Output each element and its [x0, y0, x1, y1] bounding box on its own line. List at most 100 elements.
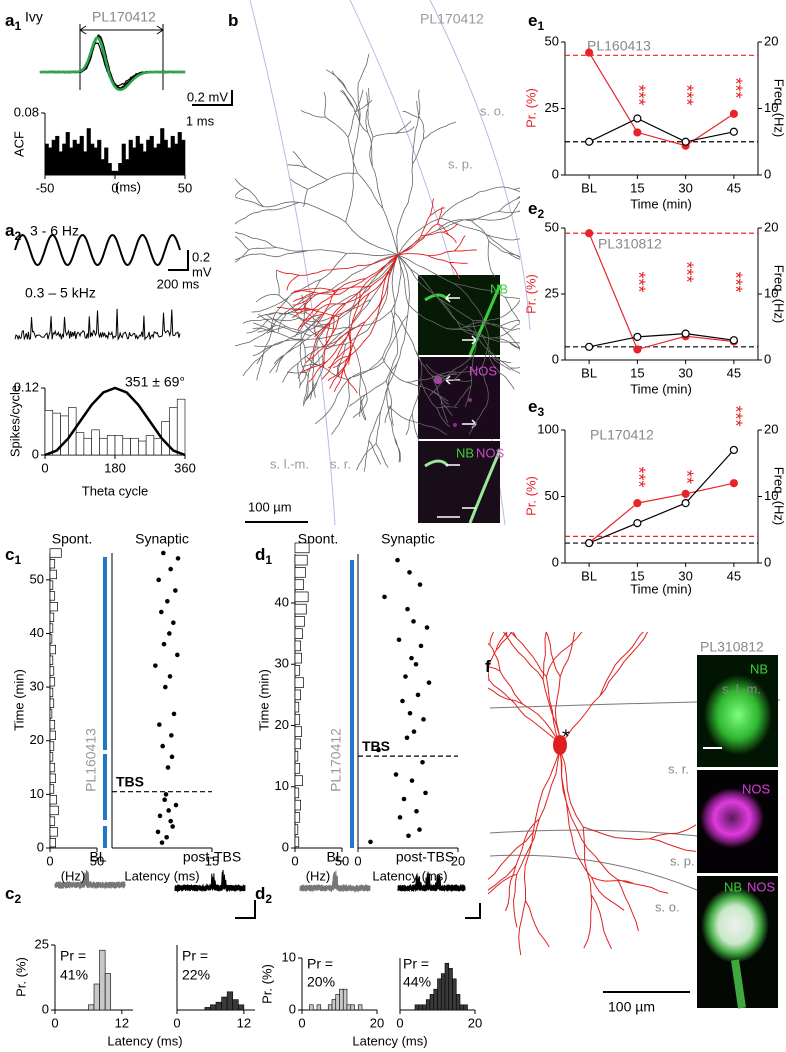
soma — [553, 735, 567, 755]
point — [417, 827, 422, 832]
x-tick-label: 15 — [630, 568, 644, 583]
x-tick-label: 12 — [237, 1015, 251, 1030]
y-tick-label: 30 — [30, 679, 44, 694]
trace — [14, 308, 181, 341]
reference-label: TBS — [362, 738, 390, 754]
y2-tick-label: 0 — [764, 351, 771, 366]
point — [418, 643, 424, 649]
x-tick-label: 15 — [630, 180, 644, 195]
panel-subscript: 1 — [14, 19, 21, 33]
point — [585, 538, 594, 548]
point — [171, 711, 177, 717]
bar — [49, 559, 56, 569]
y-axis-label: ACF — [11, 131, 26, 157]
bar — [49, 591, 56, 601]
scale-bar — [192, 90, 233, 106]
chart-title: BL — [89, 849, 106, 865]
bar — [138, 440, 147, 456]
label-text: s. p. — [670, 853, 695, 868]
series-line — [588, 482, 735, 544]
panel-label: e2 — [528, 199, 544, 221]
label-text: mV — [192, 264, 212, 279]
bar — [174, 143, 179, 176]
label-text: * — [562, 726, 570, 748]
bar — [97, 139, 102, 176]
bar — [294, 616, 305, 627]
chart-title: BL — [326, 849, 343, 865]
bar — [44, 143, 49, 176]
panel-label: d2 — [255, 884, 272, 906]
y2-tick-label: 10 — [764, 100, 778, 115]
bar — [79, 135, 84, 176]
bar — [49, 612, 55, 623]
bar — [149, 135, 154, 176]
point — [404, 735, 410, 741]
label-text: NB — [750, 661, 768, 676]
point — [633, 518, 642, 528]
point — [382, 594, 387, 600]
panel-letter: d — [255, 545, 265, 564]
point — [162, 797, 167, 803]
y-tick-label: 0 — [37, 839, 44, 854]
point — [163, 792, 169, 797]
point — [173, 588, 178, 593]
x-tick-label: 0 — [396, 1015, 403, 1030]
stain — [701, 887, 769, 963]
x-axis-label: Time (min) — [630, 581, 692, 596]
bar — [156, 143, 161, 176]
label-text: 100 µm — [608, 999, 655, 1015]
bar — [294, 750, 299, 762]
bar — [49, 784, 55, 794]
x-axis-label: (Hz) — [306, 868, 331, 883]
x-tick-label: 180 — [104, 460, 126, 475]
x-tick-label: 0 — [291, 853, 298, 868]
x-tick-label: 50 — [178, 180, 192, 195]
chart-title: PL310812 — [598, 236, 662, 252]
bar — [294, 787, 300, 799]
annotation: *** — [725, 405, 745, 426]
y-tick-label: 50 — [30, 571, 44, 586]
inset-f — [697, 655, 778, 1009]
panel-subscript: 2 — [537, 207, 544, 221]
bar — [88, 1004, 95, 1011]
bar — [65, 132, 70, 176]
point — [585, 342, 594, 351]
annotation: *** — [725, 271, 745, 292]
reference-label: TBS — [116, 773, 144, 789]
point — [633, 332, 642, 341]
annotation: *** — [628, 84, 648, 105]
panel-subscript: 1 — [537, 19, 544, 33]
x-tick-label: BL — [581, 365, 597, 380]
x-tick-label: 15 — [205, 853, 219, 868]
label-text: s. r. — [668, 761, 689, 776]
label-text: 3 - 6 Hz — [30, 223, 79, 239]
label-text: NB — [456, 445, 474, 460]
chart-title: Synaptic — [135, 531, 189, 547]
point — [170, 824, 175, 829]
x-tick-label: 30 — [678, 568, 692, 583]
label-text: 0.2 — [192, 249, 210, 264]
y2-axis-label: Freq. (Hz) — [772, 79, 786, 138]
stain — [700, 788, 764, 848]
chart-title: post-TBS — [396, 849, 454, 865]
annotation: Pr = — [60, 948, 86, 964]
x-tick-label: BL — [581, 568, 597, 583]
y-axis-label: Pr. (%) — [523, 88, 538, 128]
x-axis-label: Latency (ms) — [107, 1033, 182, 1048]
annotation: 20% — [307, 974, 335, 990]
panel-label: e1 — [528, 11, 544, 33]
bar — [440, 973, 446, 1011]
panel-subscript: 2 — [14, 229, 21, 243]
bar — [142, 151, 147, 176]
point — [681, 489, 690, 498]
point — [423, 790, 428, 796]
layer-line — [489, 854, 698, 891]
label-text: NB — [490, 281, 508, 296]
panel-label: f — [485, 657, 491, 676]
x-tick-label: 0 — [41, 460, 48, 475]
y-tick-label: 25 — [545, 285, 559, 300]
x-tick-label: 20 — [370, 1015, 384, 1030]
point — [729, 445, 738, 455]
bar — [107, 163, 112, 176]
